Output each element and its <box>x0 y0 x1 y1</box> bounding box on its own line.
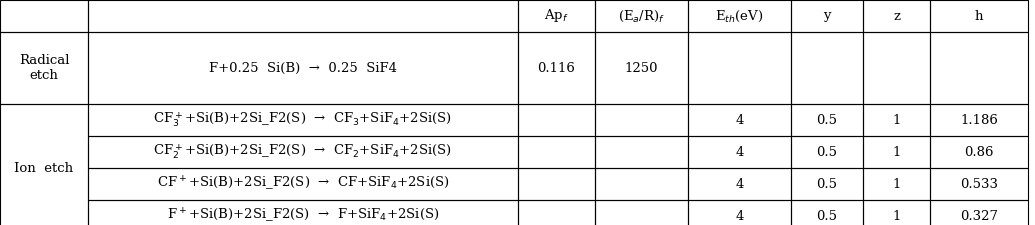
Bar <box>930 136 1028 168</box>
Bar <box>595 136 688 168</box>
Text: h: h <box>975 9 983 22</box>
Bar <box>518 0 595 32</box>
Bar <box>688 168 791 200</box>
Bar <box>88 32 518 104</box>
Bar <box>688 0 791 32</box>
Bar <box>791 136 863 168</box>
Bar <box>791 32 863 104</box>
Bar <box>791 200 863 225</box>
Bar <box>930 104 1028 136</box>
Bar <box>688 200 791 225</box>
Bar <box>88 104 518 136</box>
Text: 0.5: 0.5 <box>817 113 837 126</box>
Text: y: y <box>823 9 831 22</box>
Bar <box>518 200 595 225</box>
Bar <box>863 32 930 104</box>
Bar <box>595 0 688 32</box>
Text: 4: 4 <box>735 209 744 223</box>
Text: 4: 4 <box>735 113 744 126</box>
Bar <box>791 104 863 136</box>
Text: (E$_a$/R)$_f$: (E$_a$/R)$_f$ <box>618 8 666 24</box>
Text: 1250: 1250 <box>625 61 658 74</box>
Text: 1: 1 <box>892 178 900 191</box>
Bar <box>791 0 863 32</box>
Text: 1: 1 <box>892 209 900 223</box>
Bar <box>688 136 791 168</box>
Text: 4: 4 <box>735 178 744 191</box>
Bar <box>518 168 595 200</box>
Bar <box>595 104 688 136</box>
Bar <box>863 104 930 136</box>
Text: E$_{th}$(eV): E$_{th}$(eV) <box>715 8 764 24</box>
Text: 0.5: 0.5 <box>817 146 837 158</box>
Text: 0.5: 0.5 <box>817 178 837 191</box>
Text: F$^+$+Si(B)+2Si_F2(S)  →  F+SiF$_4$+2Si(S): F$^+$+Si(B)+2Si_F2(S) → F+SiF$_4$+2Si(S) <box>167 207 439 225</box>
Bar <box>863 168 930 200</box>
Text: 1: 1 <box>892 146 900 158</box>
Bar <box>930 200 1028 225</box>
Text: 1.186: 1.186 <box>960 113 998 126</box>
Text: 0.116: 0.116 <box>537 61 575 74</box>
Bar <box>518 136 595 168</box>
Bar <box>0 32 88 104</box>
Text: 0.533: 0.533 <box>960 178 998 191</box>
Bar <box>595 200 688 225</box>
Text: CF$_3^+$+Si(B)+2Si_F2(S)  →  CF$_3$+SiF$_4$+2Si(S): CF$_3^+$+Si(B)+2Si_F2(S) → CF$_3$+SiF$_4… <box>153 111 452 129</box>
Bar <box>863 0 930 32</box>
Bar <box>688 104 791 136</box>
Bar <box>88 200 518 225</box>
Bar <box>518 104 595 136</box>
Bar <box>88 168 518 200</box>
Text: CF$_2^+$+Si(B)+2Si_F2(S)  →  CF$_2$+SiF$_4$+2Si(S): CF$_2^+$+Si(B)+2Si_F2(S) → CF$_2$+SiF$_4… <box>153 143 452 161</box>
Text: 0.327: 0.327 <box>960 209 998 223</box>
Bar <box>791 168 863 200</box>
Bar <box>930 32 1028 104</box>
Bar <box>595 32 688 104</box>
Bar <box>518 32 595 104</box>
Text: CF$^+$+Si(B)+2Si_F2(S)  →  CF+SiF$_4$+2Si(S): CF$^+$+Si(B)+2Si_F2(S) → CF+SiF$_4$+2Si(… <box>156 175 449 193</box>
Text: F+0.25  Si(B)  →  0.25  SiF4: F+0.25 Si(B) → 0.25 SiF4 <box>209 61 397 74</box>
Bar <box>88 0 518 32</box>
Text: Radical
etch: Radical etch <box>19 54 69 82</box>
Bar <box>688 32 791 104</box>
Bar <box>595 168 688 200</box>
Bar <box>863 200 930 225</box>
Text: 0.5: 0.5 <box>817 209 837 223</box>
Text: 4: 4 <box>735 146 744 158</box>
Bar <box>930 168 1028 200</box>
Text: Ion  etch: Ion etch <box>14 162 73 175</box>
Text: z: z <box>893 9 900 22</box>
Bar <box>0 104 88 225</box>
Bar <box>0 0 88 32</box>
Text: 0.86: 0.86 <box>965 146 994 158</box>
Bar <box>863 136 930 168</box>
Text: 1: 1 <box>892 113 900 126</box>
Text: Ap$_f$: Ap$_f$ <box>544 7 569 25</box>
Bar <box>930 0 1028 32</box>
Bar <box>88 136 518 168</box>
